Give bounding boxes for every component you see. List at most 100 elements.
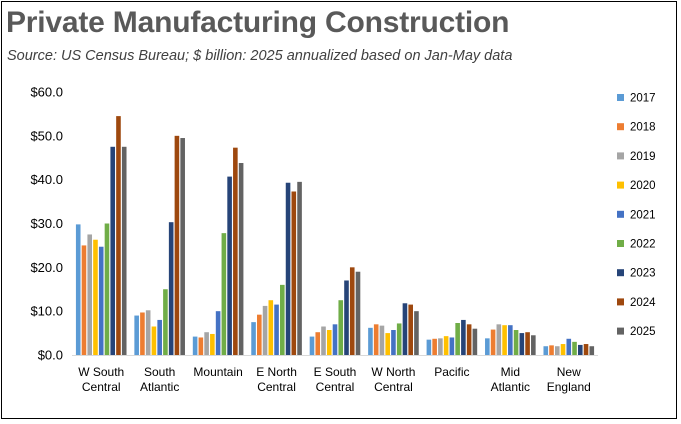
x-tick-label: Pacific — [434, 365, 469, 379]
x-tick-label: E South Central — [314, 365, 357, 394]
legend-label-2020: 2020 — [630, 180, 656, 192]
bar-2022-0 — [104, 223, 110, 355]
bar-2023-1 — [168, 222, 174, 355]
bar-2020-2 — [210, 333, 215, 355]
y-tick-label: $40.0 — [30, 172, 63, 187]
bar-2021-7 — [508, 325, 513, 355]
bar-2025-8 — [589, 346, 595, 355]
bar-2022-4 — [338, 300, 344, 355]
bar-2018-2 — [198, 337, 204, 355]
bar-2019-8 — [554, 346, 560, 355]
bar-2020-5 — [385, 333, 390, 355]
chart-subtitle: Source: US Census Bureau; $ billion: 202… — [7, 48, 513, 64]
y-axis: $0.0 $10.0 $20.0 $30.0 $40.0 $50.0 $60.0 — [30, 85, 63, 363]
bar-2017-2 — [192, 336, 198, 355]
bar-2025-5 — [414, 311, 419, 355]
legend-label-2017: 2017 — [630, 93, 656, 105]
bar-2022-1 — [163, 289, 168, 355]
bar-2019-2 — [204, 332, 209, 355]
bar-2025-6 — [472, 328, 478, 355]
bar-2023-0 — [110, 146, 116, 355]
x-tick-label: W North Central — [371, 365, 415, 394]
x-tick-label: New England — [547, 365, 591, 394]
legend-label-2021: 2021 — [630, 209, 656, 221]
legend: 2017 2018 2019 2020 2021 2022 2023 2024 2025 — [617, 93, 656, 338]
bar-2018-0 — [81, 245, 87, 355]
bar-2020-3 — [268, 300, 274, 355]
bar-2024-7 — [525, 332, 530, 355]
bar-2024-3 — [291, 191, 297, 355]
x-axis: W South Central South Atlantic Mountain E Nor… — [72, 355, 598, 394]
bar-2017-6 — [426, 339, 432, 355]
bar-2024-1 — [174, 135, 180, 355]
legend-swatch-2025 — [617, 327, 624, 335]
bar-2022-8 — [572, 341, 577, 355]
bar-2021-8 — [566, 338, 572, 355]
legend-swatch-2024 — [617, 298, 624, 306]
bar-2025-7 — [531, 335, 536, 355]
bar-2024-2 — [233, 147, 238, 355]
bar-2019-7 — [496, 324, 502, 355]
bar-2020-0 — [93, 239, 98, 355]
bar-2020-8 — [560, 344, 566, 355]
bar-2021-0 — [98, 246, 104, 355]
bar-2025-0 — [121, 146, 127, 355]
bar-2020-4 — [326, 330, 332, 355]
legend-label-2018: 2018 — [630, 122, 656, 134]
bar-2021-1 — [157, 319, 162, 355]
bar-2018-1 — [140, 312, 145, 355]
bar-2025-1 — [180, 138, 185, 355]
bar-2017-3 — [251, 322, 256, 356]
bar-2020-7 — [502, 325, 507, 355]
bar-2021-6 — [449, 337, 455, 355]
bar-2024-0 — [116, 116, 121, 355]
bar-2019-1 — [145, 310, 151, 355]
bar-2018-3 — [257, 314, 262, 355]
y-tick-label: $50.0 — [30, 128, 63, 143]
bar-2024-4 — [349, 267, 355, 355]
legend-swatch-2017 — [617, 94, 624, 101]
bar-2019-5 — [379, 325, 385, 355]
bar-2022-2 — [221, 233, 227, 355]
y-tick-label: $0.0 — [38, 348, 63, 363]
legend-swatch-2022 — [617, 240, 624, 247]
bar-2018-4 — [315, 332, 321, 355]
bar-2018-6 — [432, 338, 437, 355]
bar-2023-6 — [461, 319, 466, 355]
legend-label-2023: 2023 — [630, 268, 656, 280]
bar-2017-1 — [134, 315, 139, 355]
bar-2020-1 — [151, 326, 157, 355]
x-tick-label: E North Central — [256, 365, 297, 394]
bar-2025-2 — [238, 163, 244, 355]
bar-2021-2 — [215, 311, 221, 355]
legend-label-2025: 2025 — [630, 326, 656, 338]
bar-2019-4 — [321, 326, 326, 355]
x-tick-label: W South Central — [78, 365, 124, 394]
x-tick-label: Mid Atlantic — [491, 365, 530, 394]
bar-2024-5 — [408, 304, 413, 355]
bar-2017-5 — [368, 327, 373, 355]
y-tick-label: $10.0 — [30, 304, 63, 319]
bar-2017-8 — [543, 346, 549, 355]
legend-swatch-2020 — [617, 181, 624, 189]
legend-label-2024: 2024 — [630, 297, 656, 309]
bar-2023-5 — [402, 303, 408, 355]
legend-swatch-2021 — [617, 210, 624, 218]
bar-2020-6 — [443, 336, 449, 355]
bar-2021-4 — [332, 324, 338, 355]
bar-2022-5 — [396, 323, 402, 355]
x-tick-label: South Atlantic — [140, 365, 179, 394]
y-tick-label: $60.0 — [30, 85, 63, 100]
bar-2017-7 — [485, 338, 490, 355]
bar-2018-7 — [490, 329, 496, 355]
bar-2018-8 — [549, 345, 554, 355]
chart-title: Private Manufacturing Construction — [6, 6, 510, 39]
bar-2021-3 — [274, 304, 279, 355]
bar-2023-4 — [344, 280, 349, 355]
bar-2022-7 — [513, 330, 519, 355]
x-tick-label: Mountain — [193, 365, 242, 379]
bar-2025-3 — [297, 181, 302, 355]
legend-swatch-2019 — [617, 152, 624, 160]
legend-label-2019: 2019 — [630, 151, 656, 163]
